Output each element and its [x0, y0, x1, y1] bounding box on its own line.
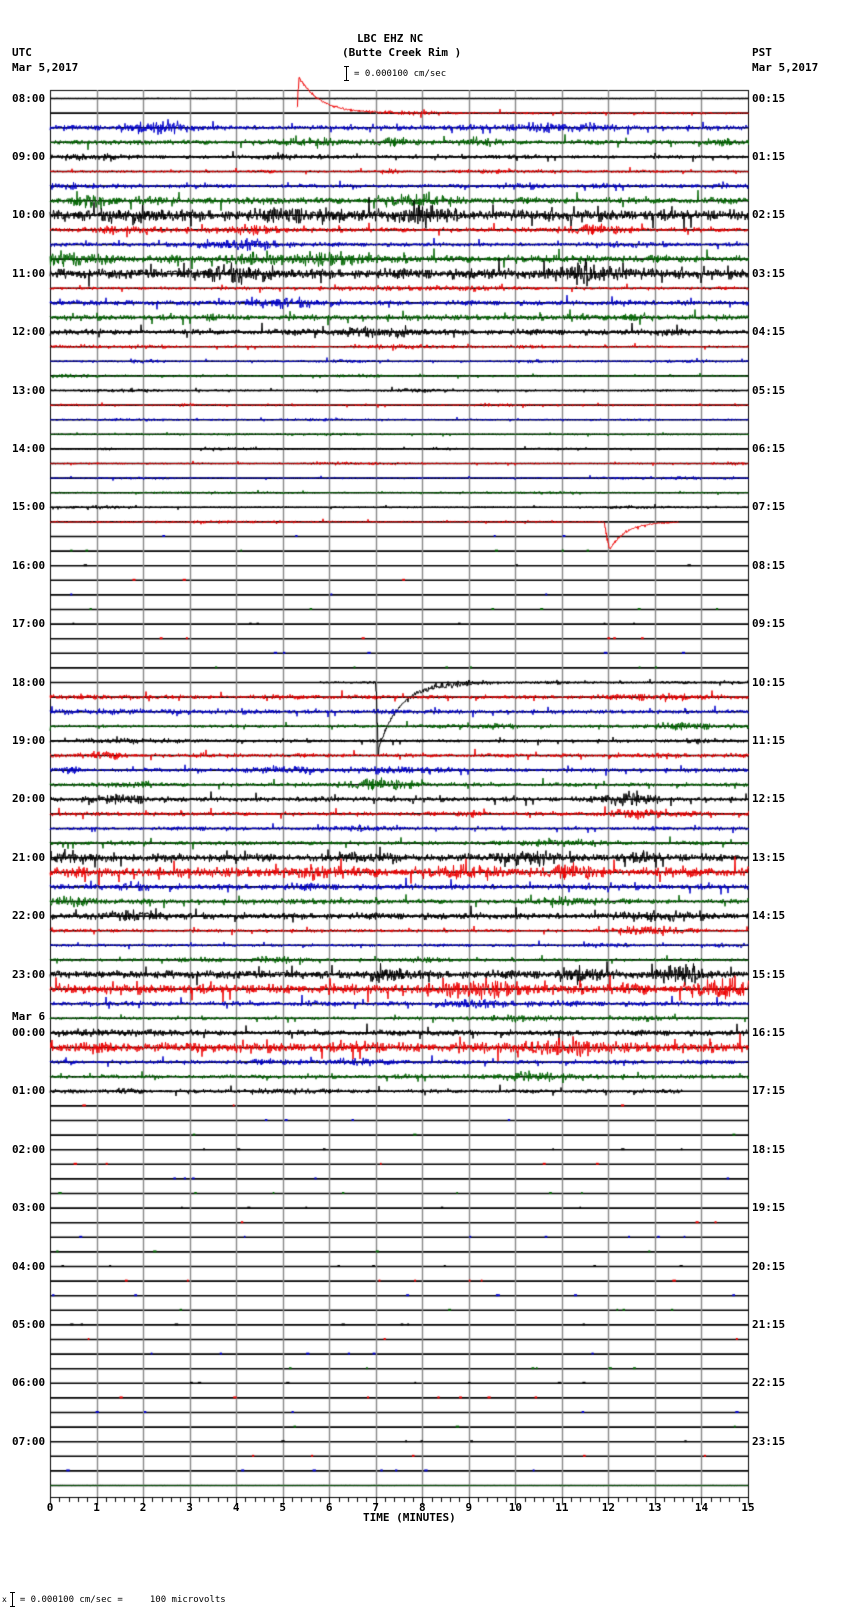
scale-text: = 0.000100 cm/sec	[354, 68, 447, 79]
left-time-label: 17:00	[12, 617, 46, 631]
scale-legend-top: = 0.000100 cm/sec	[344, 66, 446, 81]
right-time-label: 22:15	[752, 1376, 786, 1390]
right-timezone: PST	[752, 46, 772, 59]
left-time-label: 09:00	[12, 149, 46, 163]
left-time-label: 02:00	[12, 1142, 46, 1156]
left-time-label: 03:00	[12, 1201, 46, 1215]
x-tick-label: 6	[325, 1501, 333, 1514]
right-time-label: 13:15	[752, 850, 786, 864]
left-time-label: 20:00	[12, 792, 46, 806]
scale-bar-icon	[344, 66, 349, 81]
right-time-label: 02:15	[752, 208, 786, 222]
x-tick-label: 8	[418, 1501, 426, 1514]
left-time-label: 06:00	[12, 1376, 46, 1390]
x-tick-label: 13	[648, 1501, 662, 1514]
right-time-label: 04:15	[752, 325, 786, 339]
right-time-label: 01:15	[752, 149, 786, 163]
left-time-label: 04:00	[12, 1259, 46, 1273]
x-tick-label: 9	[465, 1501, 473, 1514]
right-time-label: 10:15	[752, 675, 786, 689]
left-time-label: Mar 6	[12, 1009, 46, 1023]
left-time-label: 14:00	[12, 441, 46, 455]
left-time-label: 19:00	[12, 733, 46, 747]
x-tick-label: 15	[741, 1501, 755, 1514]
left-time-label: 22:00	[12, 909, 46, 923]
left-time-label: 11:00	[12, 266, 46, 280]
x-tick-label: 12	[601, 1501, 616, 1514]
left-time-label: 00:00	[12, 1025, 46, 1039]
left-time-label: 12:00	[12, 325, 46, 339]
right-time-label: 18:15	[752, 1142, 786, 1156]
right-time-label: 16:15	[752, 1025, 786, 1039]
right-time-label: 00:15	[752, 91, 786, 105]
left-timezone: UTC	[12, 46, 32, 59]
station-name: (Butte Creek Rim )	[342, 46, 462, 59]
left-time-label: 18:00	[12, 675, 46, 689]
right-time-label: 17:15	[752, 1084, 786, 1098]
left-time-label: 10:00	[12, 208, 46, 222]
right-time-label: 07:15	[752, 500, 786, 514]
right-time-label: 12:15	[752, 792, 786, 806]
x-tick-label: 11	[555, 1501, 569, 1514]
scale-prefix: x	[2, 1594, 7, 1604]
right-time-label: 09:15	[752, 617, 786, 631]
x-tick-label: 14	[694, 1501, 709, 1514]
left-time-label: 08:00	[12, 91, 46, 105]
x-tick-label: 7	[372, 1501, 380, 1514]
x-tick-label: 5	[279, 1501, 286, 1514]
right-time-label: 15:15	[752, 967, 786, 981]
left-time-label: 05:00	[12, 1317, 46, 1331]
right-date: Mar 5,2017	[752, 61, 819, 74]
x-tick-label: 1	[93, 1501, 100, 1514]
left-time-label: 13:00	[12, 383, 46, 397]
right-time-label: 21:15	[752, 1317, 786, 1331]
left-date: Mar 5,2017	[12, 61, 79, 74]
x-tick-label: 10	[508, 1501, 522, 1514]
left-time-label: 07:00	[12, 1434, 46, 1448]
scale-bar-icon	[9, 1592, 15, 1607]
right-time-label: 20:15	[752, 1259, 786, 1273]
station-code: LBC EHZ NC	[357, 32, 424, 45]
x-tick-label: 4	[232, 1501, 240, 1514]
right-time-label: 06:15	[752, 441, 786, 455]
x-axis-label: TIME (MINUTES)	[363, 1511, 456, 1524]
scale-legend-bottom: x = 0.000100 cm/sec = 100 microvolts	[2, 1592, 226, 1607]
left-time-label: 15:00	[12, 500, 46, 514]
right-time-label: 05:15	[752, 383, 786, 397]
x-tick-label: 0	[46, 1501, 54, 1514]
left-time-label: 16:00	[12, 558, 46, 572]
scale-footer-text: = 0.000100 cm/sec = 100 microvolts	[19, 1594, 226, 1605]
right-time-label: 14:15	[752, 909, 786, 923]
x-tick-label: 2	[139, 1501, 147, 1514]
right-time-label: 08:15	[752, 558, 786, 572]
right-time-label: 19:15	[752, 1201, 786, 1215]
right-time-label: 23:15	[752, 1434, 786, 1448]
x-tick-label: 3	[186, 1501, 193, 1514]
left-time-label: 23:00	[12, 967, 46, 981]
left-time-label: 21:00	[12, 850, 46, 864]
right-time-label: 03:15	[752, 266, 786, 280]
left-time-label: 01:00	[12, 1084, 46, 1098]
right-time-label: 11:15	[752, 733, 786, 747]
